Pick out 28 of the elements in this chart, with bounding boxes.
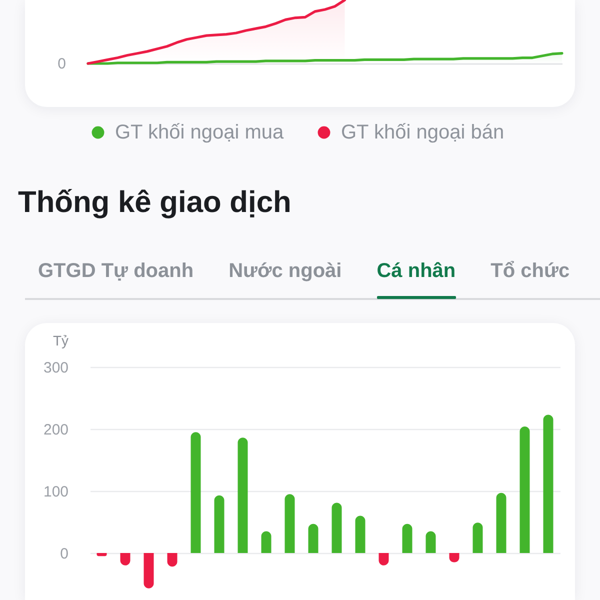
tab-label: GTGD Tự doanh: [38, 259, 194, 284]
tab-label: Cá nhân: [376, 259, 456, 284]
tab-label: Tổ chức: [490, 259, 570, 284]
legend-label: GT khối ngoại bán: [341, 122, 504, 144]
bar: [402, 524, 412, 553]
bar: [96, 552, 107, 556]
y-axis-title: Tỷ: [52, 332, 69, 348]
bar: [426, 531, 436, 553]
bar: [355, 516, 366, 553]
bar: [284, 494, 295, 553]
bar: [144, 552, 154, 588]
bar: [472, 522, 483, 553]
bar: [308, 524, 318, 553]
bar: [332, 502, 342, 553]
bar: [214, 495, 224, 553]
bar: [496, 492, 506, 553]
chart-title: Thống kê giao dịch: [18, 186, 292, 220]
bar: [190, 432, 201, 553]
bar: [520, 426, 530, 553]
y-tick-label: 300: [43, 360, 69, 376]
bar: [261, 531, 272, 553]
tab-label: Nước ngoài: [228, 259, 342, 284]
bar: [238, 438, 248, 553]
y-tick-label: 200: [43, 421, 69, 438]
y-tick-label: 0: [60, 545, 69, 562]
bar: [543, 414, 554, 553]
legend-label: GT khối ngoại mua: [115, 122, 284, 144]
y-tick-label: 100: [43, 483, 69, 500]
